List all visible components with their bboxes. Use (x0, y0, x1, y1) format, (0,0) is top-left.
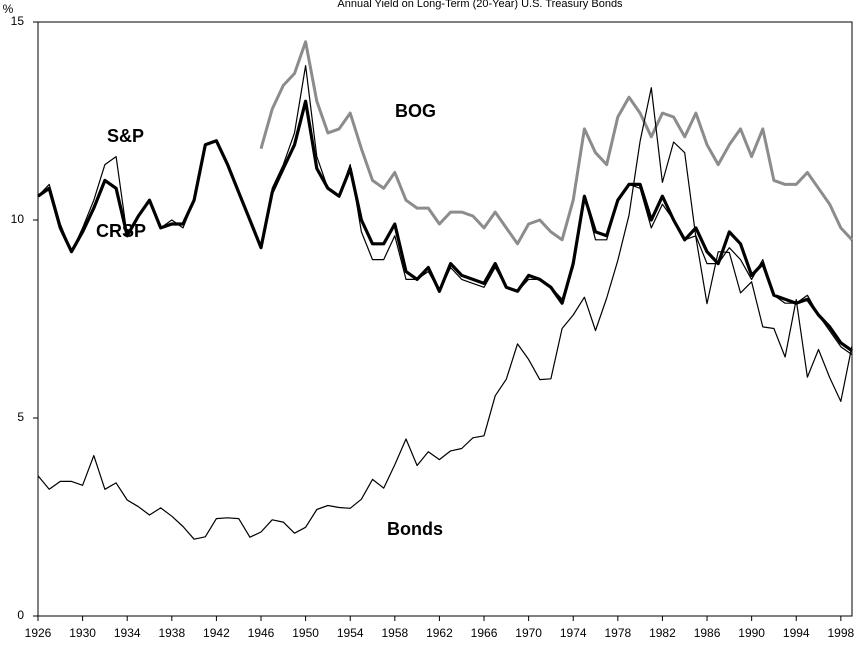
y-tick-label: 0 (17, 608, 24, 622)
x-tick-label: 1966 (471, 626, 498, 640)
x-tick-label: 1970 (515, 626, 542, 640)
x-tick-label: 1986 (694, 626, 721, 640)
x-tick-label: 1958 (381, 626, 408, 640)
x-tick-label: 1954 (337, 626, 364, 640)
series-line (37, 65, 853, 356)
y-tick-label: 15 (11, 14, 25, 28)
series-label: BOG (395, 101, 436, 121)
y-unit: % (3, 2, 14, 16)
x-tick-label: 1938 (158, 626, 185, 640)
y-tick-label: 10 (11, 212, 25, 226)
x-tick-label: 1946 (248, 626, 275, 640)
series-label: CRSP (96, 221, 146, 241)
chart-title: Annual Yield on Long-Term (20-Year) U.S.… (337, 0, 623, 10)
x-tick-label: 1998 (827, 626, 854, 640)
x-tick-label: 1934 (114, 626, 141, 640)
x-tick-label: 1962 (426, 626, 453, 640)
x-tick-label: 1926 (25, 626, 52, 640)
x-tick-label: 1974 (560, 626, 587, 640)
series-label: Bonds (387, 519, 443, 539)
x-tick-label: 1982 (649, 626, 676, 640)
y-tick-label: 5 (17, 410, 24, 424)
x-tick-label: 1978 (604, 626, 631, 640)
x-tick-label: 1994 (783, 626, 810, 640)
series-line (37, 99, 853, 353)
series-line (259, 40, 854, 246)
x-tick-label: 1950 (292, 626, 319, 640)
x-tick-label: 1930 (69, 626, 96, 640)
series-label: S&P (107, 126, 144, 146)
series-line (37, 87, 853, 540)
x-tick-label: 1942 (203, 626, 230, 640)
plot-frame (37, 21, 853, 617)
x-tick-label: 1990 (738, 626, 765, 640)
